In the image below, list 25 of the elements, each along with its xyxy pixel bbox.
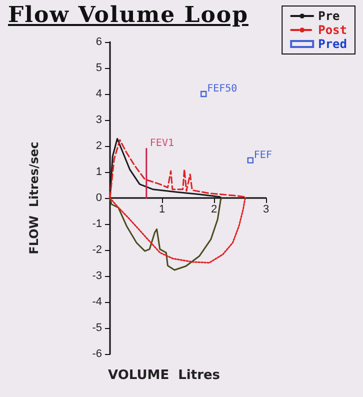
y-tick-label: -4	[92, 296, 102, 308]
y-tick-label: 6	[96, 36, 102, 48]
y-tick-label: 5	[96, 62, 102, 74]
y-tick-label: -3	[92, 270, 102, 282]
y-tick-label: 0	[96, 192, 102, 204]
x-tick-label: 1	[158, 204, 166, 216]
y-tick-label: -6	[92, 348, 102, 360]
annotation: FEF	[254, 150, 272, 161]
y-tick-label: -5	[92, 322, 102, 334]
y-tick-label: -2	[92, 244, 102, 256]
y-tick-label: 4	[96, 88, 102, 100]
y-tick-label: 1	[96, 166, 102, 178]
y-tick-label: -1	[92, 218, 102, 230]
legend-label: Post	[318, 23, 348, 37]
y-tick-label: 3	[96, 114, 102, 126]
x-tick-label: 3	[262, 204, 270, 216]
annotation: FEF50	[207, 84, 238, 94]
x-tick-label: 2	[210, 204, 218, 216]
chart-title: Flow Volume Loop	[8, 2, 248, 28]
y-tick-label: 2	[96, 140, 102, 152]
x-axis-title: VOLUME Litres	[108, 368, 220, 383]
annotation: FEV1	[150, 138, 174, 150]
y-axis-title: FLOW Litres/sec	[27, 142, 41, 254]
legend-label: Pred	[318, 37, 348, 51]
legend-label: Pre	[318, 9, 340, 23]
